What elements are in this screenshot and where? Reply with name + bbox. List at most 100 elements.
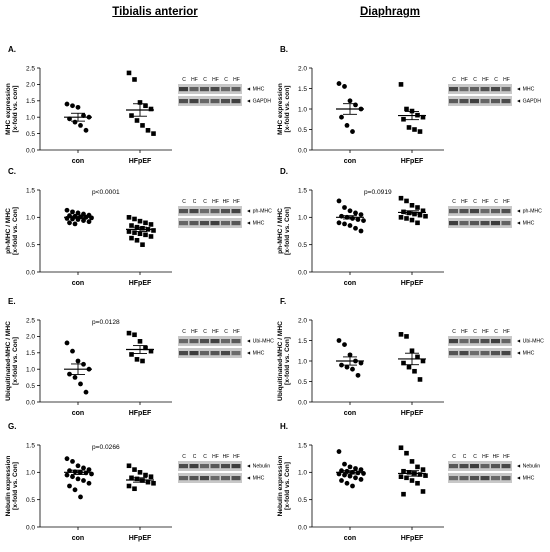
data-point-hfpef [151,228,156,233]
blot-band [480,87,490,92]
data-point-hfpef [398,445,404,451]
data-point-hfpef [417,377,423,382]
blot-lane-label: HF [212,77,219,83]
y-tick-label: 1.0 [298,470,307,477]
data-point-hfpef [132,230,137,235]
y-tick-label: 2.0 [26,82,35,89]
p-value-label: p=0.0919 [364,189,392,196]
blot-band [189,339,199,344]
blot-lane-label: HF [233,77,240,83]
data-point-hfpef [409,459,415,464]
data-point-con [70,459,75,464]
y-tick-label: 0.0 [298,269,307,276]
data-point-hfpef [132,216,137,222]
data-point-hfpef [126,229,132,234]
data-point-hfpef [409,348,415,354]
blot-band [480,476,490,481]
blot-lane-label: C [463,454,467,460]
blot-band-label: ◄ MHC [246,476,265,482]
data-point-hfpef [148,106,154,112]
blot-lane-label: HF [191,329,198,335]
blot-band-label: ◄ Nebulin [246,464,270,470]
blot-band-label: ◄ Ubi-MHC [246,339,274,345]
blot-band [491,464,500,469]
blot-strip [178,218,242,228]
data-point-hfpef [420,467,426,472]
y-tick-label: 0.5 [26,383,35,390]
blot-band [200,209,209,214]
data-point-con [344,480,350,486]
data-point-hfpef [404,216,409,221]
blot-band [179,87,188,92]
y-axis-label: [x-fold vs. Con] [12,462,19,510]
data-point-hfpef [132,77,137,82]
blot-strip [178,206,242,216]
data-point-hfpef [398,195,404,201]
blot-band-label: ◄ GAPDH [516,99,541,105]
y-tick-label: 0.5 [26,131,35,138]
blot-lane-label: C [494,77,498,83]
data-point-hfpef [143,103,148,109]
data-point-con [355,372,361,378]
blot-band [449,351,458,356]
data-point-con [344,364,350,370]
y-tick-label: 1.5 [26,442,35,449]
data-point-hfpef [420,114,426,120]
y-axis-label: MHC expression [277,83,284,135]
blot-band [221,221,230,226]
blot-band [179,476,188,481]
data-point-hfpef [129,223,134,228]
data-point-con [86,219,92,225]
data-point-con [64,472,70,478]
blot-band-label: ◄ MHC [516,87,535,93]
blot-band [501,351,511,356]
blot-lane-label: C [494,329,498,335]
p-value-label: p=0.0266 [92,444,120,451]
blot-band-label: ◄ Nebulin [516,464,540,470]
blot-band [200,87,209,92]
data-point-hfpef [417,212,423,218]
blot-band [449,476,458,481]
blot-lane-label: C [473,77,477,83]
data-point-hfpef [140,242,145,247]
blot-lane-label: HF [461,329,468,335]
p-value-label: p=0.0128 [92,319,120,326]
data-point-hfpef [143,232,148,238]
blot-lane-label: HF [191,77,198,83]
blot-band [501,209,511,214]
y-tick-label: 1.0 [26,215,35,222]
data-point-hfpef [412,368,417,374]
y-axis-label: Ubiquitinated-MHC / MHC [277,321,284,401]
data-point-con [342,461,347,467]
blot-band [501,87,511,92]
blot-lane-label: C [494,199,498,205]
data-point-hfpef [404,106,409,112]
category-label: con [344,280,356,287]
y-tick-label: 1.0 [298,215,307,222]
blot-band [470,99,479,104]
y-axis-label: [x-fold vs. Con] [284,207,291,255]
data-point-con [78,494,83,500]
data-point-con [83,127,89,133]
data-point-hfpef [129,113,134,118]
blot-band [200,351,209,356]
blot-strip [178,348,242,358]
data-point-con [75,476,81,482]
blot-band [501,464,511,469]
blot-lane-label: HF [482,77,489,83]
category-label: HFpEF [129,535,152,542]
blot-lane-label: C [452,77,456,83]
blot-band [470,476,479,481]
blot-lane-label: HF [223,454,230,460]
y-tick-label: 0.0 [26,524,35,531]
blot-band [179,339,188,344]
y-axis-label: [x-fold vs. con] [12,86,19,133]
y-tick-label: 0.0 [26,147,35,154]
blot-strip [178,96,242,106]
blot-band-label: ◄ MHC [246,221,265,227]
blot-band-label: ◄ GAPDH [246,99,271,105]
data-point-con [358,477,364,482]
blot-band [480,221,490,226]
data-point-hfpef [398,215,404,220]
blot-band [221,339,230,344]
